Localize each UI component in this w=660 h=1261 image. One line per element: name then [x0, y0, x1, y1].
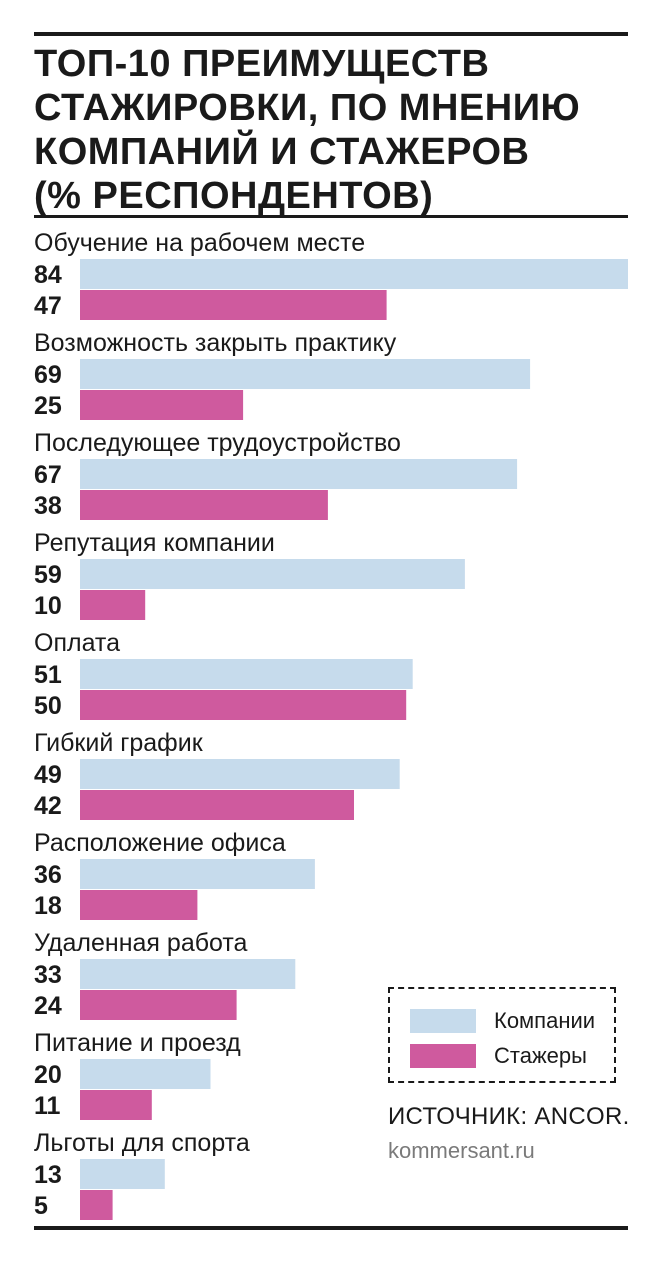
- category-label: Оплата: [34, 629, 120, 657]
- value-label-interns: 25: [34, 392, 62, 420]
- legend-item-companies: Компании: [410, 1008, 596, 1033]
- category-label: Последующее трудоустройство: [34, 429, 401, 457]
- value-label-companies: 20: [34, 1061, 62, 1089]
- value-label-interns: 11: [34, 1092, 61, 1120]
- bar-companies: [80, 459, 518, 489]
- value-label-companies: 33: [34, 961, 62, 989]
- value-label-companies: 51: [34, 661, 62, 689]
- legend: Компании Стажеры: [388, 987, 616, 1083]
- bar-companies: [80, 559, 465, 589]
- bar-interns: [80, 590, 146, 620]
- legend-item-interns: Стажеры: [410, 1043, 587, 1068]
- bar-companies: [80, 359, 531, 389]
- bar-interns: [80, 490, 328, 520]
- category-label: Возможность закрыть практику: [34, 329, 397, 357]
- bar-companies: [80, 259, 628, 289]
- value-label-companies: 59: [34, 561, 62, 589]
- category-label: Питание и проезд: [34, 1029, 241, 1057]
- title-line: СТАЖИРОВКИ, ПО МНЕНИЮ: [34, 87, 581, 129]
- value-label-companies: 69: [34, 361, 62, 389]
- value-label-interns: 10: [34, 592, 62, 620]
- legend-swatch-interns: [410, 1044, 476, 1068]
- bar-companies: [80, 1059, 211, 1089]
- category-label: Льготы для спорта: [34, 1129, 250, 1157]
- value-label-interns: 38: [34, 492, 62, 520]
- bar-interns: [80, 690, 407, 720]
- bar-interns: [80, 1190, 113, 1220]
- value-label-interns: 24: [34, 992, 62, 1020]
- value-label-interns: 50: [34, 692, 62, 720]
- bar-interns: [80, 890, 198, 920]
- bar-companies: [80, 759, 400, 789]
- value-label-interns: 18: [34, 892, 62, 920]
- bar-interns: [80, 1090, 152, 1120]
- value-label-interns: 5: [34, 1192, 48, 1220]
- category-label: Удаленная работа: [34, 929, 248, 957]
- bar-interns: [80, 990, 237, 1020]
- bar-interns: [80, 290, 387, 320]
- chart-title: ТОП-10 ПРЕИМУЩЕСТВ СТАЖИРОВКИ, ПО МНЕНИЮ…: [34, 42, 628, 218]
- category-label: Репутация компании: [34, 529, 275, 557]
- source-note: ИСТОЧНИК: ANCOR.: [388, 1103, 630, 1130]
- bar-interns: [80, 390, 244, 420]
- value-label-companies: 36: [34, 861, 62, 889]
- bar-companies: [80, 859, 315, 889]
- value-label-companies: 67: [34, 461, 62, 489]
- category-label: Гибкий график: [34, 729, 204, 757]
- title-line: (% РЕСПОНДЕНТОВ): [34, 175, 434, 217]
- title-rule: [34, 215, 628, 218]
- title-line: ТОП-10 ПРЕИМУЩЕСТВ: [34, 43, 490, 85]
- bar-companies: [80, 1159, 165, 1189]
- value-label-interns: 42: [34, 792, 62, 820]
- legend-swatch-companies: [410, 1009, 476, 1033]
- category-label: Расположение офиса: [34, 829, 286, 857]
- bar-companies: [80, 959, 296, 989]
- legend-label-interns: Стажеры: [494, 1043, 587, 1068]
- value-label-companies: 13: [34, 1161, 62, 1189]
- legend-label-companies: Компании: [494, 1008, 596, 1033]
- bar-interns: [80, 790, 354, 820]
- title-line: КОМПАНИЙ И СТАЖЕРОВ: [34, 131, 530, 173]
- value-label-companies: 49: [34, 761, 62, 789]
- top-rule: [34, 32, 628, 36]
- value-label-interns: 47: [34, 292, 62, 320]
- bottom-rule: [34, 1226, 628, 1230]
- value-label-companies: 84: [34, 261, 62, 289]
- bar-companies: [80, 659, 413, 689]
- site-credit: kommersant.ru: [388, 1138, 535, 1163]
- category-label: Обучение на рабочем месте: [34, 229, 365, 257]
